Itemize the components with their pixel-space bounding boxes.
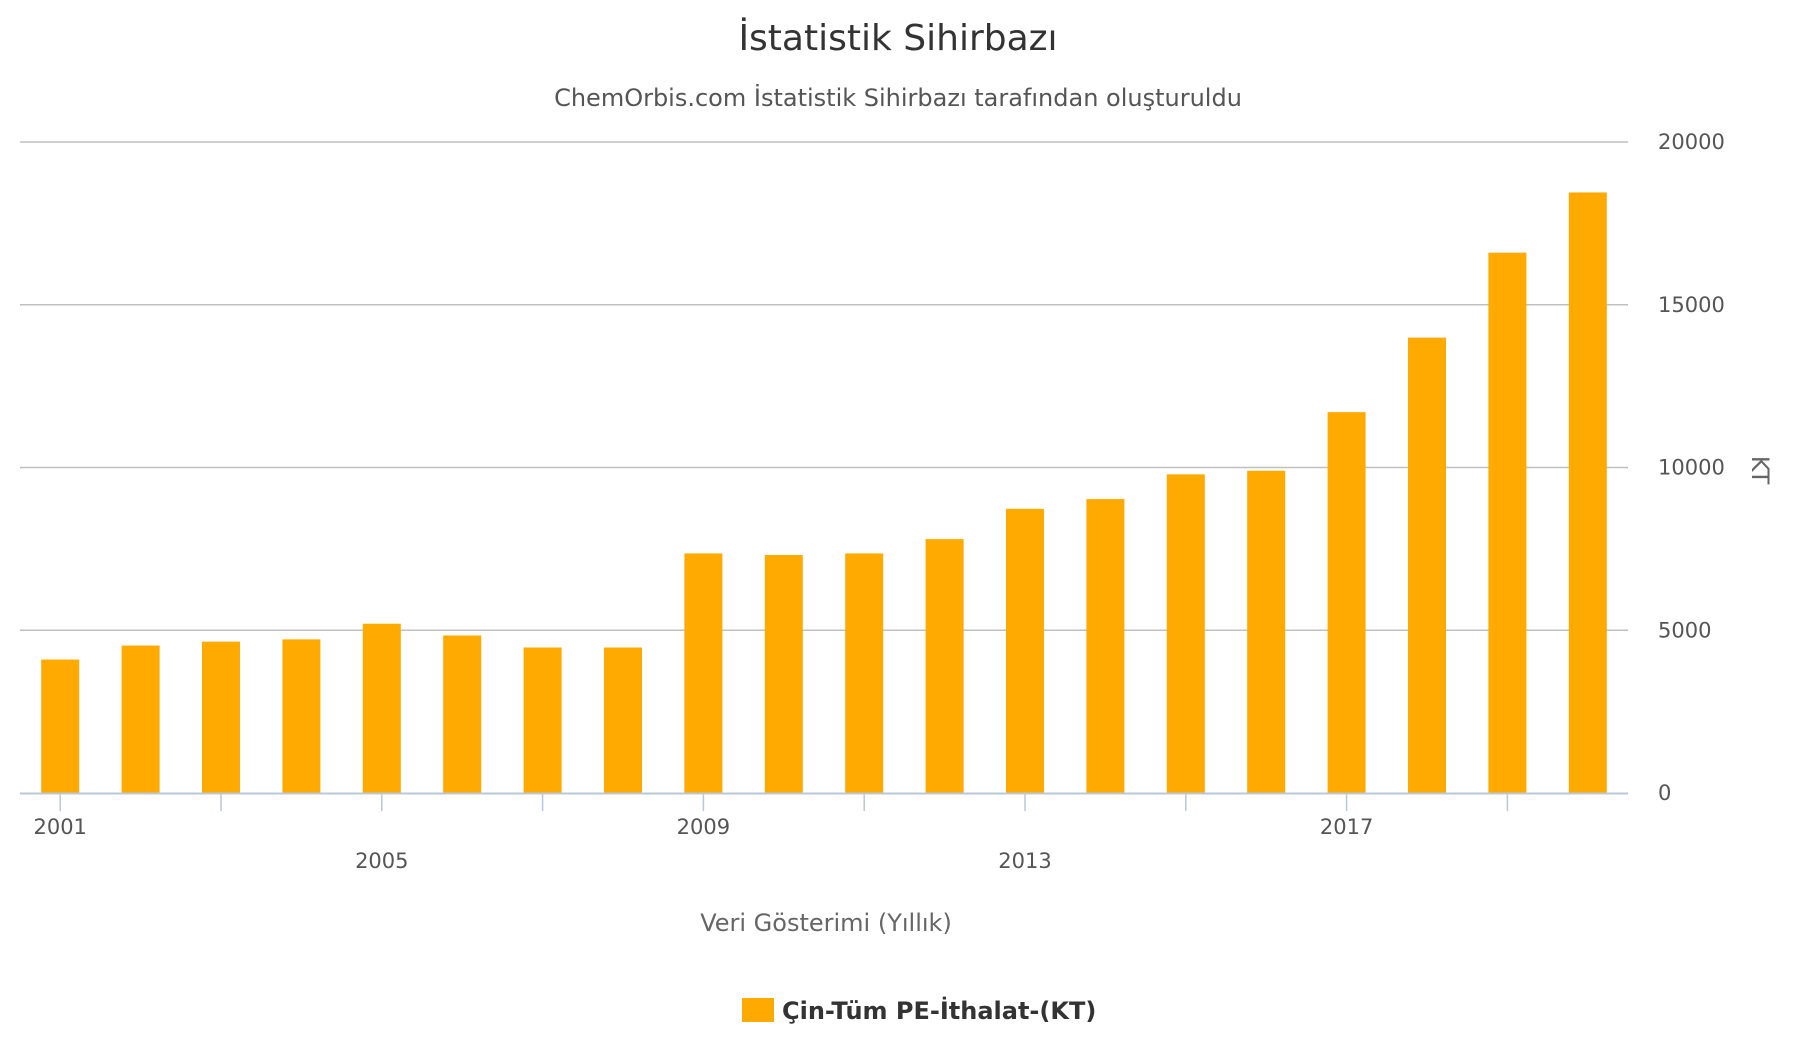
bar-2015[interactable] [1166,474,1205,793]
y-axis-tick-labels: 0 5000 10000 15000 20000 [1658,130,1725,805]
y-tick-label: 20000 [1658,130,1725,154]
x-tick-label: 2017 [1320,815,1373,839]
bar-2016[interactable] [1247,470,1286,793]
y-tick-label: 10000 [1658,456,1725,480]
y-tick-label: 5000 [1658,618,1711,642]
y-tick-label: 0 [1658,781,1671,805]
x-axis-ticks [59,793,1509,811]
bar-2004[interactable] [282,639,321,793]
chart-title: İstatistik Sihirbazı [738,17,1057,59]
legend[interactable]: Çin-Tüm PE-İthalat-(KT) [742,996,1096,1025]
chart-subtitle: ChemOrbis.com İstatistik Sihirbazı taraf… [554,83,1242,112]
x-tick-label: 2013 [998,849,1051,873]
bar-2018[interactable] [1408,337,1446,793]
bar-2014[interactable] [1086,499,1125,793]
bar-2011[interactable] [845,553,884,793]
bar-2017[interactable] [1327,412,1366,793]
bar-2010[interactable] [764,555,803,793]
bar-2003[interactable] [202,641,240,793]
bar-2008[interactable] [604,647,642,793]
bar-2002[interactable] [121,645,160,793]
bar-2001[interactable] [41,659,80,793]
x-axis-title: Veri Gösterimi (Yıllık) [700,909,952,937]
bar-2013[interactable] [1006,508,1044,793]
bar-2006[interactable] [443,635,482,793]
y-tick-label: 15000 [1658,293,1725,317]
y-axis-title: KT [1746,456,1774,485]
bar-2012[interactable] [925,539,964,793]
bar-2005[interactable] [362,623,401,793]
bar-2019[interactable] [1488,252,1527,794]
x-tick-label: 2005 [355,849,408,873]
x-axis-tick-labels: 2001 2005 2009 2013 2017 [33,815,1373,873]
bar-2020[interactable] [1568,192,1607,793]
x-tick-label: 2001 [33,815,86,839]
bar-series [41,192,1607,794]
x-tick-label: 2009 [677,815,730,839]
legend-item-label: Çin-Tüm PE-İthalat-(KT) [782,996,1096,1025]
bar-2009[interactable] [684,553,723,793]
gridlines [20,141,1628,631]
bar-2007[interactable] [523,647,562,793]
legend-swatch [742,998,774,1022]
